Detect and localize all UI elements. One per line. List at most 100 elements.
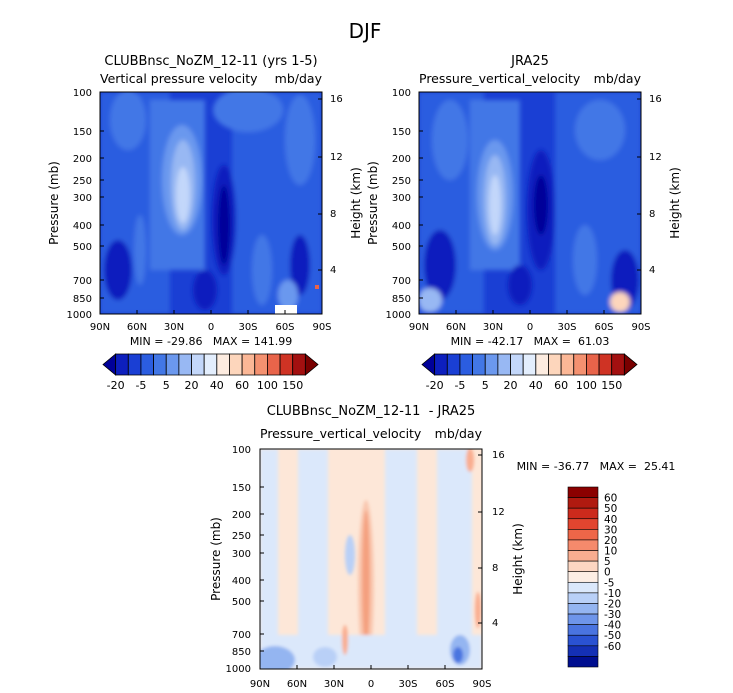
y2-axis-height: 16 12 8 4	[318, 94, 343, 276]
colorbar-swatch	[567, 603, 599, 615]
colorbar-swatch	[510, 353, 524, 376]
y-axis-title: Pressure (mb)	[209, 517, 223, 601]
x-tick-label: 90N	[90, 322, 110, 333]
colorbar: -20 -5 5 20 40 60 100 150	[421, 353, 638, 392]
y-tick-label: 100	[392, 88, 411, 99]
y-tick-label: 400	[73, 221, 92, 232]
y-tick-label: 300	[232, 549, 251, 560]
y-tick-label: 1000	[226, 664, 251, 675]
contour-field	[419, 92, 641, 314]
colorbar-label: 150	[282, 379, 303, 392]
x-tick-label: 90N	[250, 679, 270, 690]
colorbar-label: -5	[604, 577, 614, 589]
y-tick-label: 200	[392, 154, 411, 165]
colorbar-swatch	[535, 353, 549, 376]
colorbar-swatch	[115, 353, 129, 376]
colorbar-label: -20	[107, 379, 125, 392]
x-tick-label: 60S	[435, 679, 454, 690]
panel-subtitle-variable: Vertical pressure velocity	[100, 71, 258, 86]
colorbar-label: 60	[554, 379, 568, 392]
y2-axis-height: 16 12 8 4	[478, 450, 505, 629]
colorbar-swatch	[567, 560, 599, 573]
y-axis-title: Pressure (mb)	[47, 161, 61, 245]
y-tick-label: 250	[232, 531, 251, 542]
y-tick-label: 700	[392, 276, 411, 287]
colorbar: -20 -5 5 20 40 60 100 150	[102, 353, 319, 392]
colorbar-label: -50	[604, 630, 621, 642]
panel-title: CLUBBnsc_NoZM_12-11 - JRA25	[267, 404, 476, 419]
y-tick-label: 100	[232, 445, 251, 456]
colorbar-label: -5	[135, 379, 146, 392]
y-tick-label: 500	[73, 242, 92, 253]
x-tick-label: 30N	[164, 322, 184, 333]
colorbar-swatch	[560, 353, 575, 376]
x-tick-label: 0	[208, 322, 214, 333]
x-tick-label: 90N	[409, 322, 429, 333]
colorbar-swatch	[611, 353, 625, 376]
colorbar-swatch	[567, 592, 599, 604]
panel-subtitle-units: mb/day	[435, 426, 483, 441]
colorbar-swatch	[484, 353, 499, 376]
y-tick-label: 500	[392, 242, 411, 253]
colorbar-label: 40	[604, 514, 617, 526]
colorbar-swatch	[459, 353, 473, 376]
y-tick-label: 200	[73, 154, 92, 165]
colorbar-label: 5	[604, 556, 611, 568]
colorbar-swatch	[567, 529, 599, 541]
y-axis-pressure: 100 150 200 250 300 400 500 700 850 1000	[386, 88, 423, 321]
colorbar-swatch	[567, 550, 599, 562]
x-axis-latitude: 90N 60N 30N 0 30S 60S 90S	[90, 310, 332, 333]
y2-tick-label: 16	[492, 450, 505, 461]
colorbar-label: -30	[604, 609, 621, 621]
colorbar-label: 60	[604, 493, 617, 505]
colorbar-swatch	[153, 353, 167, 376]
y-tick-label: 250	[73, 176, 92, 187]
colorbar-swatch	[567, 645, 599, 657]
colorbar-label: 20	[604, 535, 617, 547]
y-tick-label: 850	[232, 647, 251, 658]
colorbar-swatch	[522, 353, 537, 376]
colorbar-swatch	[497, 353, 511, 376]
colorbar-swatch	[165, 353, 180, 376]
y2-tick-label: 12	[492, 507, 505, 518]
colorbar-swatch	[446, 353, 461, 376]
colorbar-label: -20	[426, 379, 444, 392]
y2-tick-label: 4	[492, 618, 498, 629]
x-tick-label: 0	[368, 679, 374, 690]
min-max-stats: MIN = -36.77 MAX = 25.41	[517, 460, 676, 473]
y2-axis-title: Height (km)	[668, 167, 682, 238]
colorbar-swatch	[102, 353, 117, 376]
min-max-stats: MIN = -42.17 MAX = 61.03	[451, 335, 610, 348]
colorbar-label: 60	[235, 379, 249, 392]
colorbar-label: 100	[576, 379, 597, 392]
y-tick-label: 300	[392, 193, 411, 204]
colorbar-swatch	[254, 353, 268, 376]
y-tick-label: 250	[392, 176, 411, 187]
colorbar-swatch	[203, 353, 218, 376]
colorbar-label: -20	[604, 598, 621, 610]
colorbar-swatch	[573, 353, 587, 376]
y-axis-title: Pressure (mb)	[366, 161, 380, 245]
colorbar-label: 30	[604, 524, 617, 536]
colorbar-swatch	[567, 581, 599, 594]
colorbar-swatch	[279, 353, 294, 376]
colorbar-label: 40	[529, 379, 543, 392]
panel-title: JRA25	[510, 54, 549, 69]
x-axis-latitude: 90N 60N 30N 0 30S 60S 90S	[409, 310, 651, 333]
colorbar-label: 50	[604, 503, 617, 515]
y2-tick-label: 8	[649, 209, 655, 220]
y-tick-label: 500	[232, 597, 251, 608]
colorbar-swatch	[267, 353, 281, 376]
y-tick-label: 850	[73, 294, 92, 305]
colorbar-swatch	[140, 353, 154, 376]
colorbar-label: 20	[185, 379, 199, 392]
y-tick-label: 400	[232, 576, 251, 587]
y2-axis-title: Height (km)	[511, 523, 525, 594]
contour-field	[260, 449, 482, 669]
x-axis-latitude: 90N 60N 30N 0 30S 60S 90S	[250, 665, 492, 690]
y-tick-label: 300	[73, 193, 92, 204]
colorbar-label: 5	[482, 379, 489, 392]
colorbar-label: 5	[163, 379, 170, 392]
colorbar-swatch	[598, 353, 613, 376]
